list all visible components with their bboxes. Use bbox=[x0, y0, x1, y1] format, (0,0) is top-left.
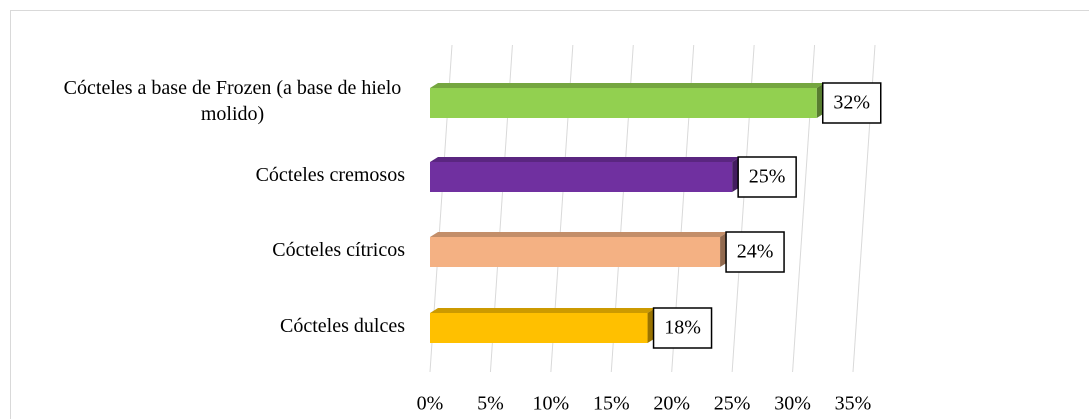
bar bbox=[430, 162, 733, 192]
category-label-box: Cócteles dulces bbox=[60, 313, 405, 339]
bar-top bbox=[430, 308, 656, 313]
value-label-box bbox=[737, 156, 797, 198]
y-tick-label: Cócteles a base de Frozen (a base de hie… bbox=[63, 77, 402, 125]
x-tick-label: 30% bbox=[774, 393, 811, 415]
bar bbox=[430, 237, 721, 267]
category-label-box: Cócteles a base de Frozen (a base de hie… bbox=[60, 75, 405, 127]
bar-top bbox=[430, 157, 741, 162]
x-tick-label: 0% bbox=[417, 393, 444, 415]
x-tick-label: 25% bbox=[714, 393, 751, 415]
value-label-box bbox=[652, 307, 713, 349]
x-tick-label: 20% bbox=[653, 393, 690, 415]
bar-top bbox=[430, 232, 729, 237]
x-tick-label: 10% bbox=[533, 393, 570, 415]
value-label: 18% bbox=[664, 317, 701, 339]
bar bbox=[430, 313, 648, 343]
y-tick-label: Cócteles cítricos bbox=[272, 239, 405, 261]
category-label-box: Cócteles cítricos bbox=[60, 237, 405, 263]
value-label-box bbox=[725, 231, 785, 273]
x-tick-label: 5% bbox=[477, 393, 504, 415]
x-tick-label: 35% bbox=[835, 393, 872, 415]
value-label-box bbox=[821, 82, 882, 124]
category-label-box: Cócteles cremosos bbox=[60, 162, 405, 188]
value-label: 32% bbox=[833, 92, 870, 114]
value-label: 24% bbox=[737, 241, 774, 263]
bar bbox=[430, 88, 817, 118]
y-tick-label: Cócteles dulces bbox=[280, 315, 405, 337]
value-label: 25% bbox=[749, 166, 786, 188]
y-tick-label: Cócteles cremosos bbox=[255, 164, 405, 186]
x-tick-label: 15% bbox=[593, 393, 630, 415]
chart-border bbox=[10, 10, 1089, 419]
bar-top bbox=[430, 83, 825, 88]
